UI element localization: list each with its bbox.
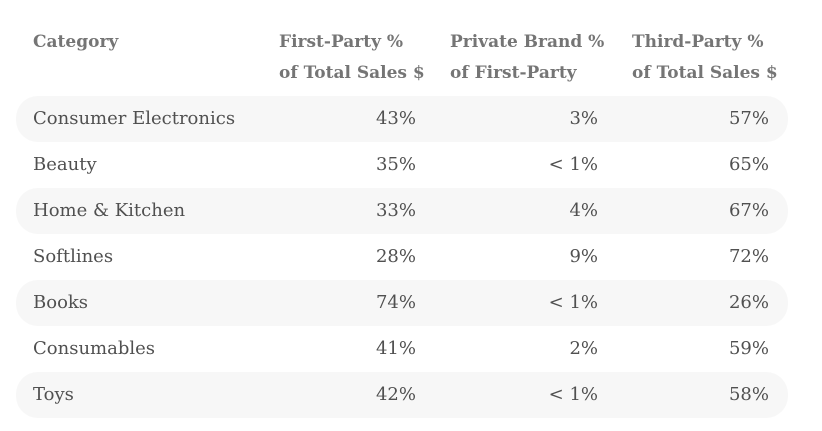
first-party-cell: 28% — [375, 246, 416, 267]
third-party-cell: 58% — [728, 384, 769, 405]
data-table: Category First-Party % of Total Sales $ … — [16, 0, 788, 418]
third-party-cell: 72% — [728, 246, 769, 267]
private-brand-cell: < 1% — [548, 384, 598, 405]
private-brand-cell: 3% — [569, 108, 598, 129]
category-cell: Consumer Electronics — [33, 108, 236, 129]
table-row: Home & Kitchen 33% 4% 67% — [16, 188, 788, 234]
third-party-cell: 67% — [728, 200, 769, 221]
third-party-cell: 57% — [728, 108, 769, 129]
private-brand-cell: 4% — [569, 200, 598, 221]
header-first-party: First-Party % of Total Sales $ — [279, 27, 425, 89]
header-category-line1: Category — [33, 32, 119, 52]
category-cell: Books — [33, 292, 89, 313]
header-third-party: Third-Party % of Total Sales $ — [632, 27, 778, 89]
table-row: Books 74% < 1% 26% — [16, 280, 788, 326]
table-row: Consumer Electronics 43% 3% 57% — [16, 96, 788, 142]
category-cell: Softlines — [33, 246, 114, 267]
header-third-party-line1: Third-Party % — [632, 32, 764, 52]
header-private-brand-line2: of First-Party — [450, 63, 577, 83]
header-category: Category — [33, 27, 118, 58]
private-brand-cell: < 1% — [548, 154, 598, 175]
private-brand-cell: 9% — [569, 246, 598, 267]
first-party-cell: 43% — [375, 108, 416, 129]
category-cell: Consumables — [33, 338, 156, 359]
first-party-cell: 74% — [375, 292, 416, 313]
first-party-cell: 35% — [375, 154, 416, 175]
table-row: Softlines 28% 9% 72% — [16, 234, 788, 280]
first-party-cell: 42% — [375, 384, 416, 405]
header-private-brand-line1: Private Brand % — [450, 32, 605, 52]
table-row: Consumables 41% 2% 59% — [16, 326, 788, 372]
first-party-cell: 33% — [375, 200, 416, 221]
header-private-brand: Private Brand % of First-Party — [450, 27, 604, 89]
table-header: Category First-Party % of Total Sales $ … — [16, 0, 788, 96]
third-party-cell: 65% — [728, 154, 769, 175]
category-cell: Beauty — [33, 154, 97, 175]
table-row: Toys 42% < 1% 58% — [16, 372, 788, 418]
third-party-cell: 59% — [728, 338, 769, 359]
header-third-party-line2: of Total Sales $ — [632, 63, 778, 83]
category-cell: Toys — [33, 384, 74, 405]
header-first-party-line1: First-Party % — [279, 32, 404, 52]
header-first-party-line2: of Total Sales $ — [279, 63, 425, 83]
third-party-cell: 26% — [728, 292, 769, 313]
category-cell: Home & Kitchen — [33, 200, 186, 221]
first-party-cell: 41% — [375, 338, 416, 359]
private-brand-cell: < 1% — [548, 292, 598, 313]
private-brand-cell: 2% — [569, 338, 598, 359]
table-row: Beauty 35% < 1% 65% — [16, 142, 788, 188]
